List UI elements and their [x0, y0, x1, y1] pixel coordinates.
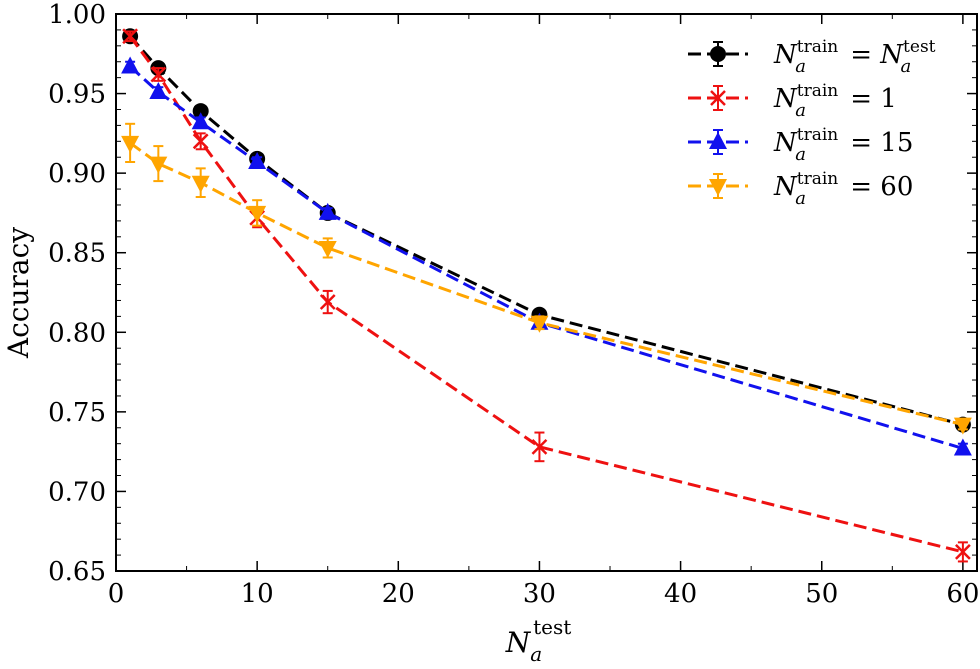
legend-operator: = — [842, 84, 880, 114]
x-tick-label: 0 — [108, 579, 125, 609]
x-tick-label: 60 — [946, 579, 979, 609]
x-axis-label: Na test — [505, 615, 572, 666]
legend-superscript: train — [797, 37, 839, 57]
legend-marker-train1-stroke-b — [710, 90, 726, 106]
y-tick-label: 0.80 — [48, 318, 106, 348]
axes-ticks — [115, 13, 977, 572]
y-tick-label: 0.70 — [48, 477, 106, 507]
legend-item-train1: Ntrain a = 1 — [688, 81, 897, 121]
data-point-train60 — [149, 156, 168, 174]
data-point-train15 — [191, 112, 210, 130]
legend-subscript: a — [795, 100, 806, 121]
data-point-train1-stroke-b — [531, 438, 548, 455]
y-tick-label: 0.65 — [48, 557, 106, 587]
data-point-train60 — [530, 315, 549, 333]
legend-superscript: train — [797, 169, 839, 189]
legend-item-train60: Ntrain a = 60 — [688, 169, 913, 209]
data-point-train60 — [953, 417, 972, 435]
y-tick-label: 0.95 — [48, 80, 106, 110]
data-point-train1-stroke-b — [955, 544, 971, 560]
legend-superscript: train — [797, 81, 839, 101]
data-point-train15 — [318, 202, 337, 220]
y-axis-label: Accuracy — [2, 227, 35, 359]
legend-operator: = — [842, 40, 880, 70]
legend-operator: = — [842, 172, 880, 202]
legend-marker-train15 — [709, 132, 727, 149]
x-tick-label: 30 — [523, 579, 556, 609]
y-tick-label: 0.75 — [48, 398, 106, 428]
legend-symbol: N — [773, 172, 798, 202]
data-point-train1 — [319, 294, 336, 310]
y-tick-label: 0.90 — [48, 159, 106, 189]
legend-operator: = — [842, 128, 880, 158]
tick-labels: 0 10 20 30 40 50 60 0.65 0.70 0.75 0.80 0.85 0.90 0.9… — [48, 0, 979, 609]
series-layer — [121, 28, 972, 563]
legend-label-train60: Ntrain a = 60 — [773, 169, 913, 209]
legend-marker-train1 — [710, 90, 726, 106]
legend-symbol: N — [879, 40, 904, 70]
data-point-train1 — [955, 544, 971, 560]
legend-subscript: a — [795, 56, 806, 77]
data-point-train1 — [150, 66, 167, 83]
legend-label-train1: Ntrain a = 1 — [773, 81, 897, 121]
y-tick-label: 0.85 — [48, 239, 106, 269]
x-tick-label: 20 — [382, 579, 415, 609]
legend-value: 60 — [880, 172, 913, 202]
legend-marker-train60 — [709, 179, 727, 196]
legend-value: 15 — [880, 128, 913, 158]
data-point-train1-stroke-b — [319, 294, 336, 310]
data-point-train60 — [191, 175, 210, 193]
data-point-train60 — [318, 240, 337, 258]
data-point-train1 — [531, 438, 548, 455]
legend-superscript: train — [797, 125, 839, 145]
legend-symbol: N — [773, 128, 798, 158]
series-train60 — [121, 122, 972, 435]
x-axis-label-sup: test — [533, 615, 571, 639]
data-point-train60 — [248, 205, 267, 223]
legend-subscript: a — [901, 56, 912, 77]
y-tick-label: 1.00 — [48, 0, 106, 30]
data-point-match — [192, 103, 209, 120]
data-point-train15 — [121, 56, 140, 74]
legend-symbol: N — [773, 40, 798, 70]
x-axis-label-sub: a — [530, 642, 542, 666]
legend-label-train15: Ntrain a = 15 — [773, 125, 913, 165]
x-tick-label: 10 — [241, 579, 274, 609]
data-point-train1-stroke-b — [192, 133, 209, 150]
data-point-train1 — [122, 28, 138, 45]
data-point-train15 — [149, 81, 168, 99]
legend-item-match: Ntrain a = Ntest a — [688, 37, 936, 77]
legend-subscript: a — [795, 188, 806, 209]
series-line-train1 — [128, 35, 964, 554]
legend-subscript: a — [795, 144, 806, 165]
x-tick-label: 40 — [664, 579, 697, 609]
legend-item-train15: Ntrain a = 15 — [688, 125, 913, 165]
data-point-train15 — [248, 152, 267, 170]
legend-label-match: Ntrain a = Ntest a — [773, 37, 936, 77]
data-point-train60 — [121, 135, 140, 153]
x-tick-label: 50 — [805, 579, 838, 609]
legend-superscript: test — [903, 37, 936, 57]
legend-value: 1 — [880, 84, 897, 114]
data-point-train15 — [953, 438, 972, 456]
legend-marker-match — [710, 46, 726, 62]
x-axis-label-main: N — [505, 626, 532, 659]
data-point-train1-stroke-b — [122, 28, 138, 45]
plot-frame — [115, 13, 978, 572]
legend-symbol: N — [773, 84, 798, 114]
data-point-train1-stroke-b — [150, 66, 167, 83]
data-point-train1 — [192, 133, 209, 150]
